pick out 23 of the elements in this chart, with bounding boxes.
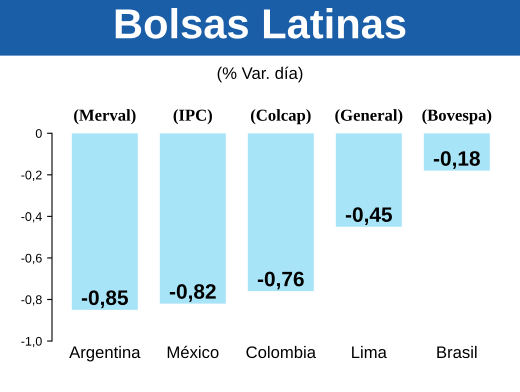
x-tick-label: Lima: [352, 346, 387, 358]
y-tick-label: 0: [36, 129, 42, 138]
y-tick-label: -0,4: [21, 212, 42, 223]
text: (Bovespa): [422, 109, 492, 124]
data-label: -0,45: [346, 207, 392, 225]
data-label: -0,85: [82, 290, 128, 308]
data-label: -0,76: [258, 272, 304, 290]
x-tick-label: Colombia: [246, 346, 316, 358]
y-tick-label: -1,0: [21, 336, 42, 348]
text: (General): [335, 109, 402, 124]
x-tick-label: Argentina: [69, 346, 140, 362]
data-label: -0,18: [434, 151, 480, 169]
x-tick-label: México: [168, 346, 218, 358]
y-tick-label: -0,6: [21, 254, 42, 264]
x-tick-label: Brasil: [437, 346, 477, 358]
text: (Colcap): [250, 109, 311, 124]
data-label: -0,82: [170, 284, 216, 302]
chart-subtitle: (% Var. día): [218, 66, 302, 82]
y-tick-label: -0,8: [21, 295, 42, 306]
chart-title: Bolsas Latinas: [116, 8, 406, 39]
text: (IPC): [174, 109, 212, 124]
text: (Merval): [74, 109, 136, 124]
y-tick-label: -0,2: [21, 170, 42, 181]
